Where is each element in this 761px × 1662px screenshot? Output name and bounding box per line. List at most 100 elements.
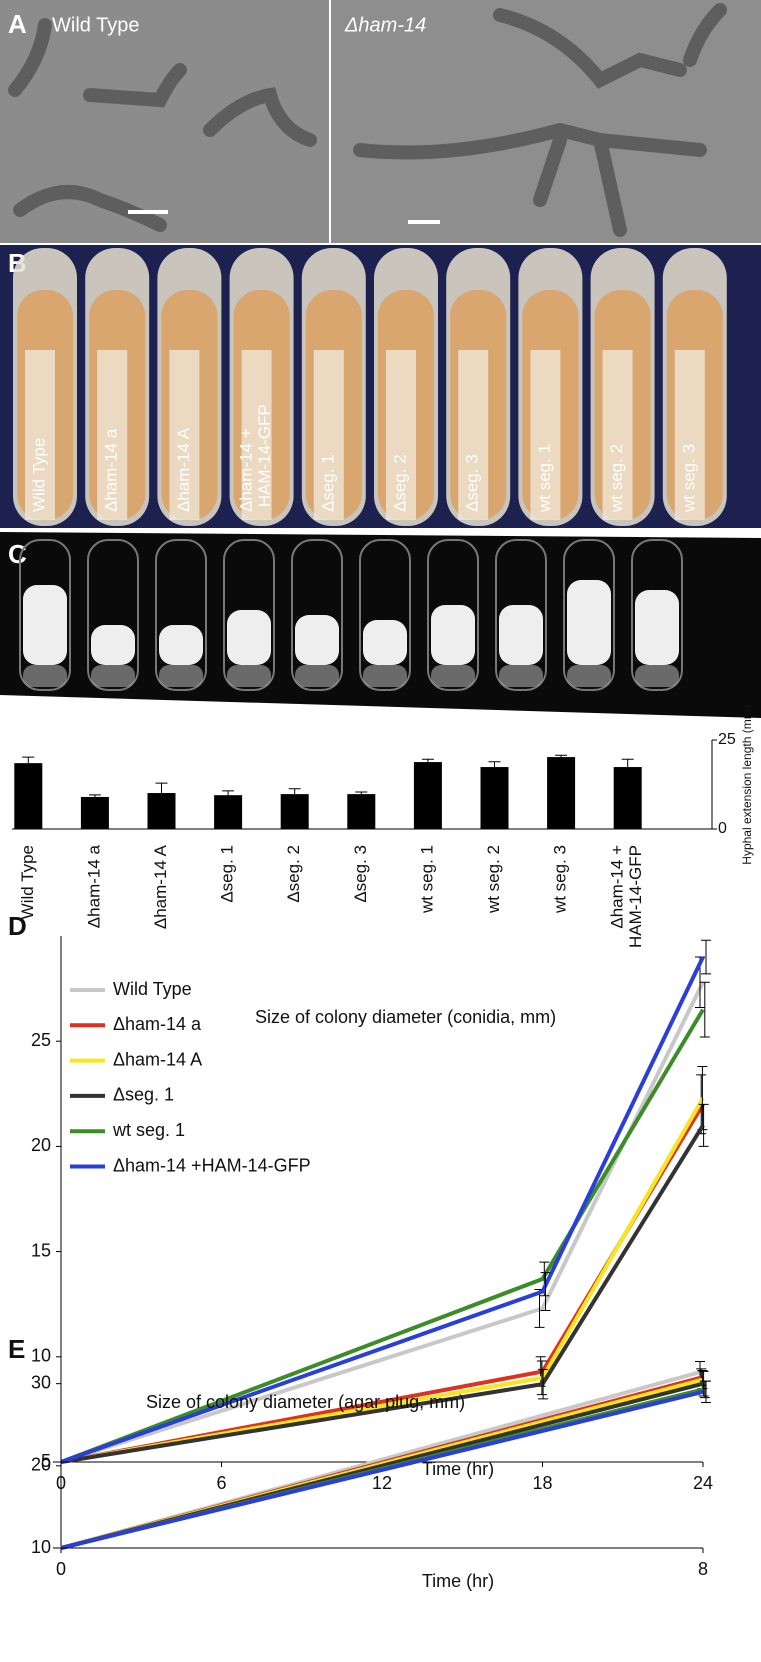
legend-label: Wild Type xyxy=(113,979,192,999)
x-tick-label: Δseg. 2 xyxy=(284,845,303,903)
x-axis-title: Time (hr) xyxy=(422,1459,494,1479)
legend-label: wt seg. 1 xyxy=(112,1120,185,1140)
label-back xyxy=(530,350,561,520)
x-tick-label: wt seg. 1 xyxy=(417,845,436,914)
tube xyxy=(155,539,207,691)
label-back xyxy=(25,350,55,520)
chart-title: Size of colony diameter (conidia, mm) xyxy=(255,1007,556,1027)
tube-label: Wild Type xyxy=(29,438,48,512)
tube xyxy=(223,539,275,691)
tube xyxy=(631,539,683,691)
x-tick-label: 12 xyxy=(372,1473,392,1493)
label-back xyxy=(458,350,489,520)
bar xyxy=(80,796,109,829)
x-tick-label: Δham-14 a xyxy=(84,844,103,928)
y-tick-label: 5 xyxy=(41,1451,51,1471)
error-bar xyxy=(698,1370,709,1397)
error-bar xyxy=(540,1272,551,1312)
chart-title: Size of colony diameter (agar plug, mm) xyxy=(146,1392,465,1412)
medium xyxy=(567,665,611,687)
error-bar xyxy=(621,758,634,768)
tube xyxy=(563,539,615,691)
culture xyxy=(295,615,339,665)
y-tick-label: 0 xyxy=(718,820,727,837)
bar xyxy=(347,794,376,829)
medium xyxy=(499,665,543,687)
culture xyxy=(159,625,203,665)
tube-label: wt seg. 3 xyxy=(679,444,698,513)
panel-label: D xyxy=(8,911,27,941)
error-bar xyxy=(555,754,568,758)
label-back xyxy=(169,350,200,520)
x-tick-label: 8 xyxy=(698,1559,708,1579)
tube xyxy=(291,539,343,691)
legend-label: Δham-14 a xyxy=(113,1014,202,1034)
panel-label: C xyxy=(8,539,27,569)
medium xyxy=(295,665,339,687)
tube-label: Δham-14 A xyxy=(174,427,193,512)
tube xyxy=(495,539,547,691)
panel-a: A Wild Type Δham-14 xyxy=(0,0,761,243)
error-bar xyxy=(536,1360,547,1396)
x-tick-label: 18 xyxy=(532,1473,552,1493)
micrograph xyxy=(0,0,329,243)
medium xyxy=(23,665,67,687)
image-label: Δham-14 xyxy=(344,14,426,36)
error-bar xyxy=(701,1380,711,1404)
bar xyxy=(14,763,43,829)
culture xyxy=(363,620,407,665)
error-bar xyxy=(155,782,168,794)
line xyxy=(60,1097,705,1464)
line xyxy=(60,1124,705,1464)
y-tick-label: 20 xyxy=(31,1135,51,1155)
label-back xyxy=(97,350,128,520)
label-back xyxy=(313,350,344,520)
y-tick-label: 30 xyxy=(31,1372,51,1392)
y-tick-label: 25 xyxy=(718,731,736,748)
x-tick-label: 24 xyxy=(693,1473,713,1493)
image-label: Wild Type xyxy=(52,14,139,36)
panel-label: A xyxy=(8,9,27,39)
x-axis-title: Time (hr) xyxy=(422,1571,494,1591)
tube-label: Δseg. 1 xyxy=(318,454,337,512)
culture xyxy=(91,625,135,665)
tube-label: Δseg. 3 xyxy=(463,454,482,512)
x-tick-label: wt seg. 2 xyxy=(484,845,503,914)
x-tick-label: Δseg. 3 xyxy=(351,845,370,903)
bar xyxy=(147,793,176,829)
x-tick-label: 0 xyxy=(56,1559,66,1579)
x-tick-label: Δham-14 + HAM-14-GFP xyxy=(608,845,646,953)
label-back xyxy=(674,350,705,520)
culture xyxy=(227,610,271,665)
x-tick-label: Δham-14 A xyxy=(151,844,170,929)
tube xyxy=(87,539,139,691)
line xyxy=(60,981,705,1464)
y-tick-label: 10 xyxy=(31,1537,51,1557)
tube-label: Δham-14 a xyxy=(102,428,121,512)
y-tick-label: 25 xyxy=(31,1030,51,1050)
error-bar xyxy=(222,790,235,796)
culture xyxy=(431,605,475,665)
line xyxy=(60,1008,705,1464)
error-bar xyxy=(698,1103,709,1147)
error-bar xyxy=(488,761,501,768)
tube xyxy=(19,539,71,691)
error-bar xyxy=(697,1065,708,1131)
tube-label: wt seg. 1 xyxy=(535,444,554,513)
x-tick-label: wt seg. 3 xyxy=(551,845,570,914)
x-tick-label: 6 xyxy=(216,1473,226,1493)
line xyxy=(60,1389,704,1550)
error-bar xyxy=(538,1368,549,1400)
error-bar xyxy=(22,756,35,764)
bar xyxy=(214,795,243,829)
medium xyxy=(635,665,679,687)
label-back xyxy=(386,350,416,520)
culture xyxy=(23,585,67,665)
medium xyxy=(91,665,135,687)
medium xyxy=(363,665,407,687)
legend-label: Δseg. 1 xyxy=(113,1085,174,1105)
y-tick-label: 15 xyxy=(31,1240,51,1260)
